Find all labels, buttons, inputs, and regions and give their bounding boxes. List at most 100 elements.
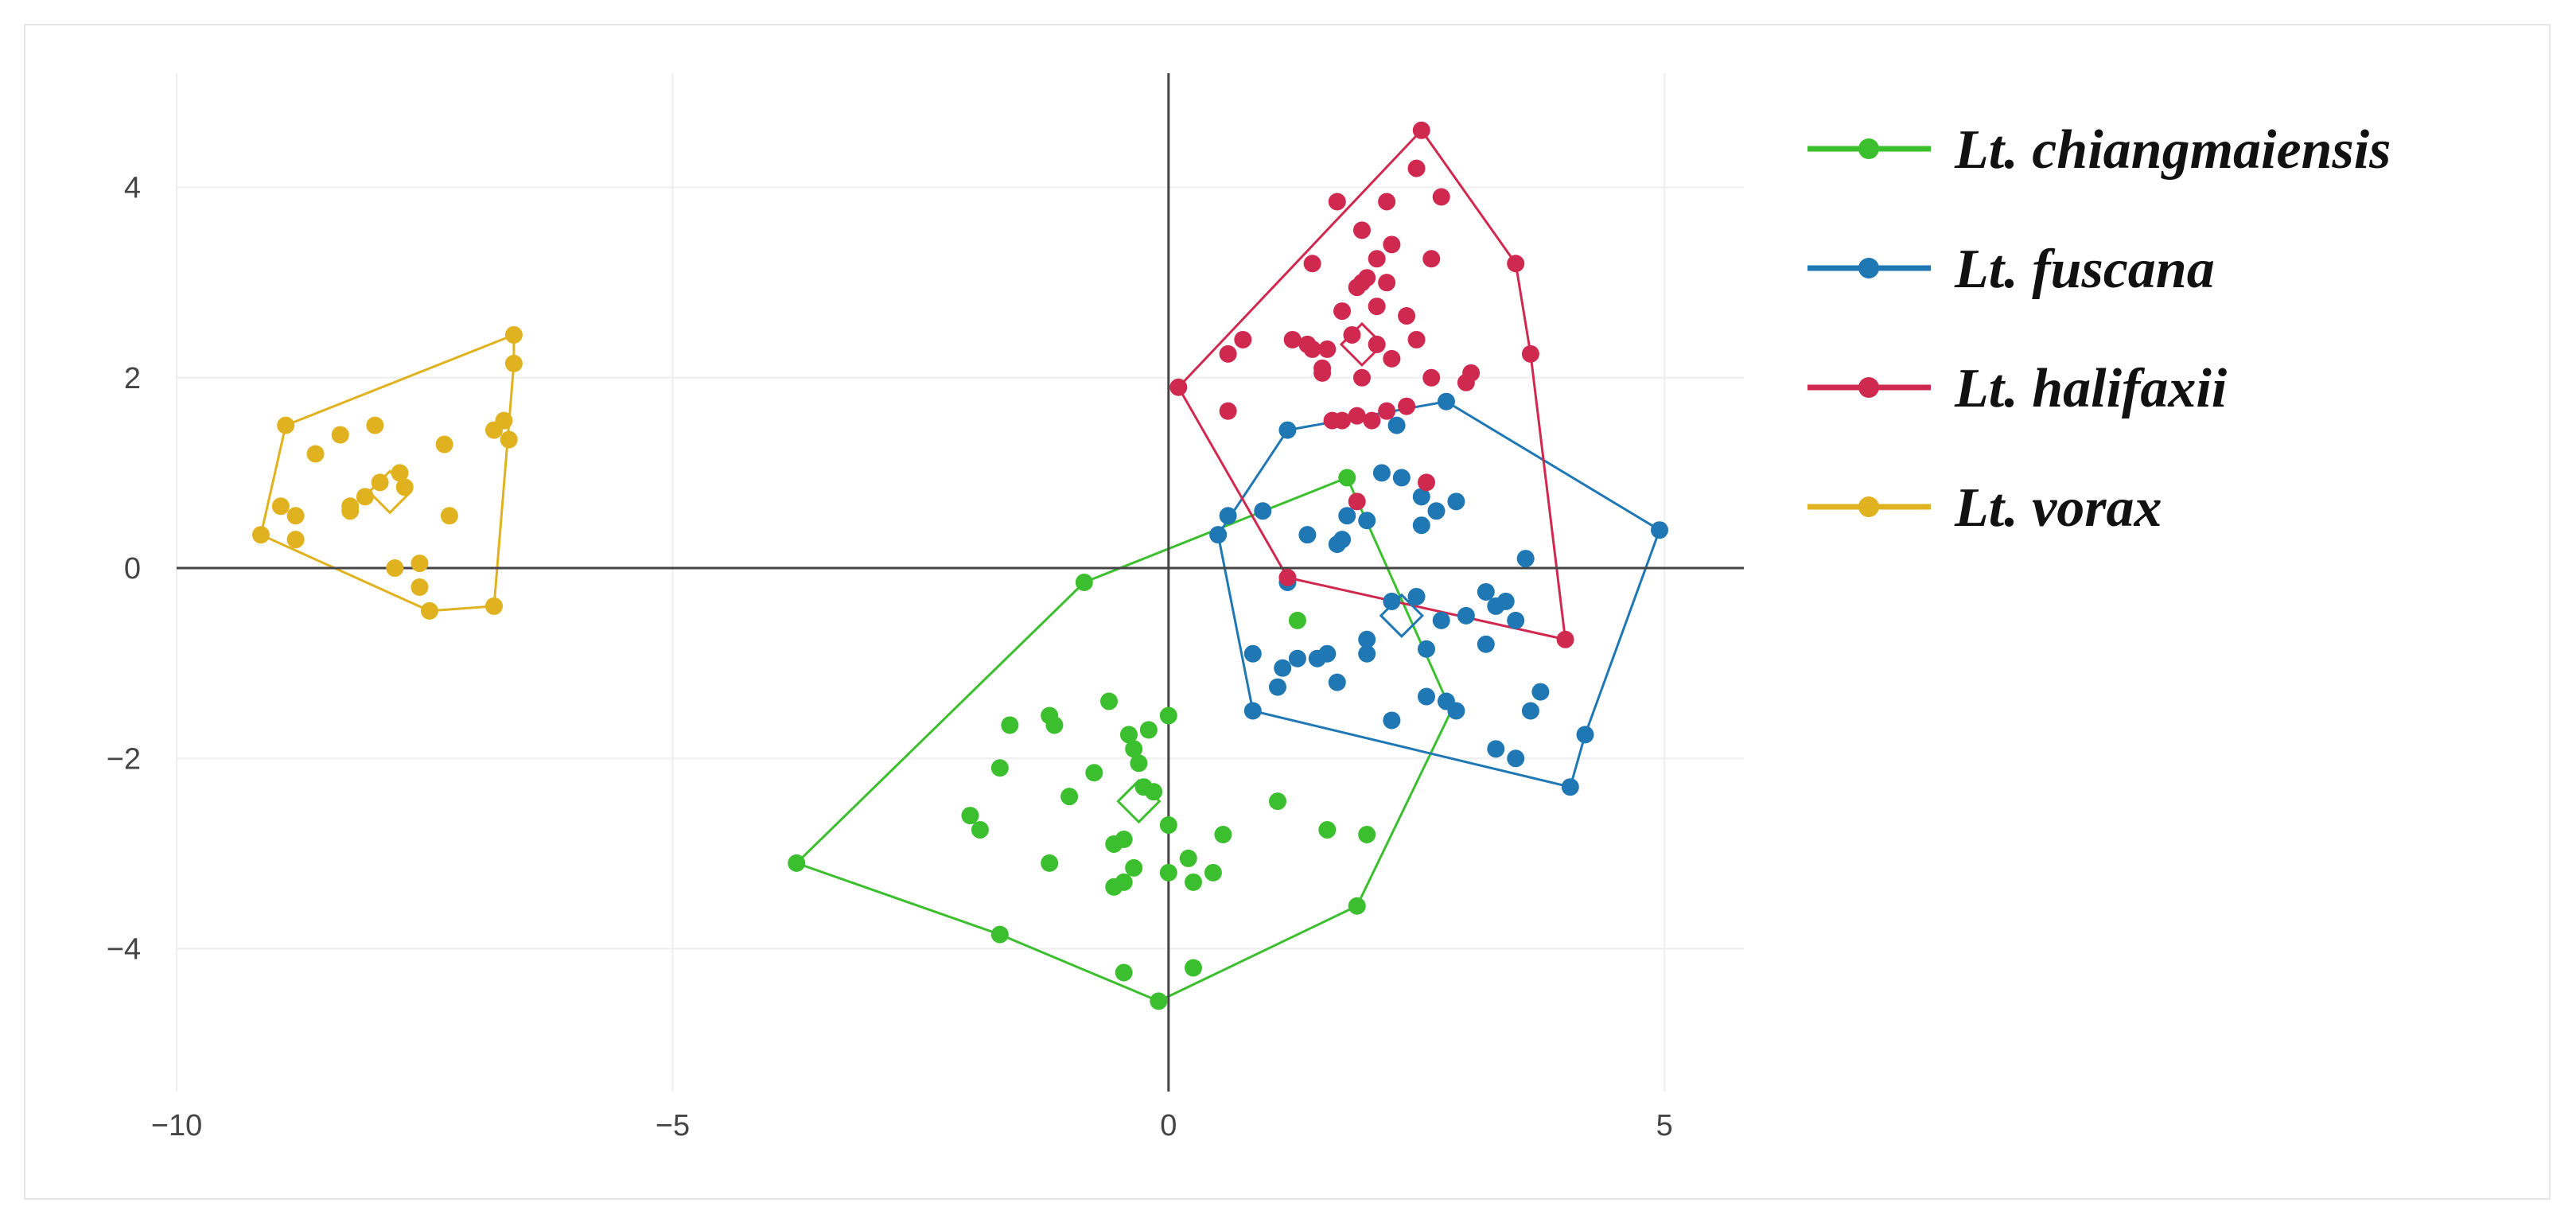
legend-swatch-marker bbox=[1858, 258, 1879, 278]
point-lt-halifaxii bbox=[1407, 159, 1426, 177]
point-lt-halifaxii bbox=[1363, 411, 1381, 430]
legend[interactable]: Lt. chiangmaiensis Lt. fuscana Lt. halifax… bbox=[1807, 119, 2391, 539]
point-lt-fuscana bbox=[1358, 630, 1376, 648]
point-lt-chiangmaiensis bbox=[1348, 897, 1366, 915]
point-lt-fuscana bbox=[1243, 702, 1262, 720]
point-lt-chiangmaiensis bbox=[1115, 830, 1133, 848]
scatter-chart: −10 −5 0 5 −4 −2 0 2 4 Lt. chiangmaiensis Lt. fus… bbox=[107, 73, 2391, 1142]
point-lt-halifaxii bbox=[1318, 340, 1337, 358]
point-lt-fuscana bbox=[1268, 678, 1286, 696]
point-lt-fuscana bbox=[1477, 635, 1495, 653]
point-lt-halifaxii bbox=[1234, 330, 1252, 348]
figure-frame: −10 −5 0 5 −4 −2 0 2 4 Lt. chiangmaiensis Lt. fus… bbox=[24, 24, 2551, 1200]
point-lt-halifaxii bbox=[1333, 302, 1352, 321]
legend-label-lt-fuscana[interactable]: Lt. fuscana bbox=[1954, 239, 2215, 300]
point-lt-vorax bbox=[500, 430, 518, 449]
point-lt-chiangmaiensis bbox=[1159, 816, 1177, 835]
point-lt-halifaxii bbox=[1343, 325, 1361, 344]
point-lt-fuscana bbox=[1447, 702, 1465, 720]
point-lt-vorax bbox=[271, 497, 290, 516]
point-lt-fuscana bbox=[1432, 611, 1450, 629]
point-lt-vorax bbox=[391, 464, 409, 482]
point-lt-fuscana bbox=[1516, 550, 1535, 568]
point-lt-chiangmaiensis bbox=[1105, 878, 1123, 896]
point-lt-halifaxii bbox=[1283, 330, 1302, 348]
point-lt-halifaxii bbox=[1348, 407, 1366, 425]
point-lt-fuscana bbox=[1507, 749, 1525, 768]
point-lt-vorax bbox=[386, 559, 404, 578]
hull-lt-fuscana bbox=[1216, 400, 1661, 788]
legend-label-lt-halifaxii[interactable]: Lt. halifaxii bbox=[1954, 358, 2228, 419]
point-lt-vorax bbox=[277, 416, 295, 434]
point-lt-halifaxii bbox=[1348, 492, 1366, 511]
point-lt-vorax bbox=[435, 435, 453, 453]
zero-axes bbox=[177, 73, 1744, 1092]
point-lt-halifaxii bbox=[1422, 368, 1441, 387]
point-lt-chiangmaiensis bbox=[1179, 849, 1197, 867]
y-tick-label: 0 bbox=[124, 552, 141, 586]
point-lt-chiangmaiensis bbox=[971, 821, 989, 839]
point-lt-halifaxii bbox=[1556, 630, 1574, 648]
hull-lt-halifaxii bbox=[1177, 129, 1567, 641]
legend-swatch-marker bbox=[1858, 377, 1879, 398]
point-lt-halifaxii bbox=[1383, 235, 1401, 254]
point-lt-halifaxii bbox=[1507, 255, 1525, 273]
point-lt-halifaxii bbox=[1333, 411, 1352, 430]
point-lt-halifaxii bbox=[1352, 221, 1371, 239]
point-lt-vorax bbox=[366, 416, 384, 434]
hull-lt-chiangmaiensis bbox=[795, 476, 1453, 1002]
point-lt-fuscana bbox=[1209, 526, 1228, 544]
point-lt-chiangmaiensis bbox=[1214, 826, 1232, 844]
point-lt-vorax bbox=[504, 325, 523, 344]
point-lt-fuscana bbox=[1531, 683, 1550, 701]
point-lt-fuscana bbox=[1338, 507, 1356, 525]
x-tick-label: −5 bbox=[656, 1109, 690, 1142]
point-lt-vorax bbox=[341, 502, 360, 520]
point-lt-halifaxii bbox=[1278, 569, 1297, 587]
point-lt-fuscana bbox=[1561, 778, 1579, 796]
point-lt-chiangmaiensis bbox=[1115, 963, 1133, 982]
point-lt-vorax bbox=[495, 411, 513, 430]
point-lt-vorax bbox=[484, 597, 503, 615]
point-lt-chiangmaiensis bbox=[1075, 574, 1093, 591]
point-lt-vorax bbox=[286, 507, 305, 525]
point-lt-vorax bbox=[356, 488, 374, 506]
point-lt-fuscana bbox=[1243, 644, 1262, 663]
centroid-markers bbox=[367, 321, 1424, 824]
point-lt-halifaxii bbox=[1358, 269, 1376, 287]
point-lt-chiangmaiensis bbox=[990, 759, 1009, 777]
point-lt-chiangmaiensis bbox=[1045, 716, 1064, 734]
point-lt-halifaxii bbox=[1418, 473, 1436, 492]
x-tick-label: 5 bbox=[1656, 1109, 1673, 1142]
point-lt-vorax bbox=[306, 445, 325, 463]
point-lt-halifaxii bbox=[1378, 193, 1396, 211]
y-tick-label: 4 bbox=[124, 172, 141, 205]
point-lt-fuscana bbox=[1418, 640, 1436, 658]
grid-lines bbox=[176, 73, 1744, 1092]
point-lt-chiangmaiensis bbox=[1139, 721, 1158, 739]
point-lt-fuscana bbox=[1274, 659, 1292, 677]
data-points bbox=[251, 121, 1669, 1010]
point-lt-chiangmaiensis bbox=[1119, 726, 1138, 744]
y-tick-label: −2 bbox=[107, 742, 141, 776]
point-lt-chiangmaiensis bbox=[990, 925, 1009, 944]
point-lt-vorax bbox=[371, 473, 389, 492]
x-tick-label: 0 bbox=[1160, 1109, 1177, 1142]
point-lt-chiangmaiensis bbox=[1130, 754, 1148, 773]
convex-hulls bbox=[259, 129, 1661, 1002]
point-lt-chiangmaiensis bbox=[1288, 611, 1306, 629]
point-lt-vorax bbox=[251, 526, 270, 544]
legend-label-lt-chiangmaiensis[interactable]: Lt. chiangmaiensis bbox=[1954, 119, 2391, 181]
point-lt-halifaxii bbox=[1368, 298, 1386, 316]
point-lt-fuscana bbox=[1392, 469, 1411, 487]
point-lt-halifaxii bbox=[1378, 274, 1396, 292]
point-lt-fuscana bbox=[1219, 507, 1237, 525]
point-lt-vorax bbox=[395, 478, 414, 496]
point-lt-halifaxii bbox=[1352, 368, 1371, 387]
point-lt-chiangmaiensis bbox=[1125, 740, 1143, 758]
point-lt-fuscana bbox=[1487, 740, 1505, 758]
legend-label-lt-vorax[interactable]: Lt. vorax bbox=[1954, 477, 2162, 539]
point-lt-halifaxii bbox=[1313, 359, 1332, 377]
point-lt-fuscana bbox=[1576, 726, 1594, 744]
point-lt-fuscana bbox=[1457, 606, 1475, 625]
